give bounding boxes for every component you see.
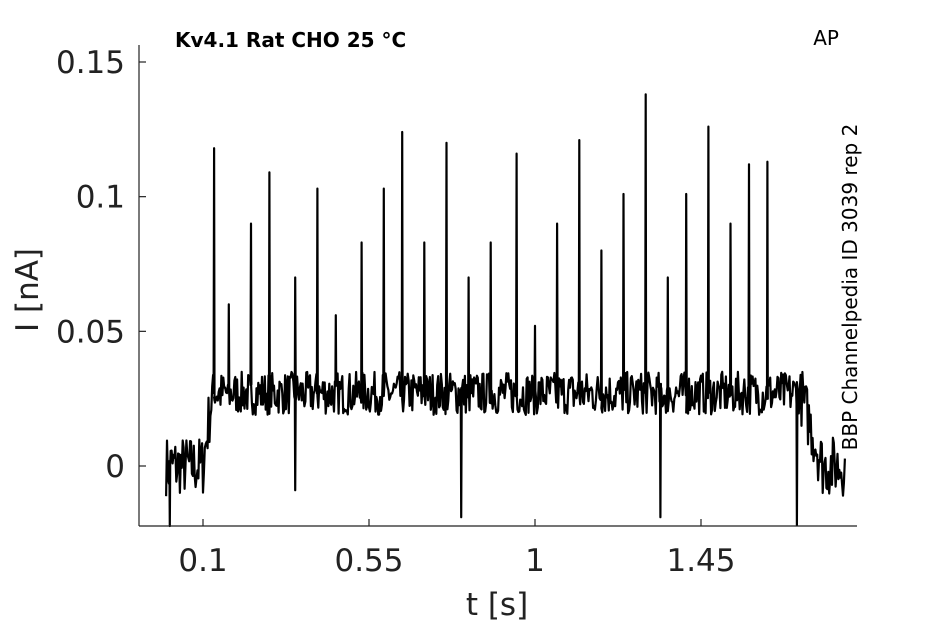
- x-axis-ticks: 0.1 0.55 1 1.45: [178, 519, 736, 579]
- x-tick-label: 0.1: [178, 543, 227, 579]
- side-label: BBP Channelpedia ID 3039 rep 2: [838, 124, 862, 451]
- y-tick-label: 0.05: [56, 314, 125, 350]
- x-axis-label: t [s]: [466, 587, 528, 623]
- x-tick-label: 1.45: [666, 543, 735, 579]
- plot-lines: [165, 93, 846, 528]
- y-axis-ticks: 0 0.05 0.1 0.15: [56, 45, 146, 485]
- x-tick-label: 1: [525, 543, 545, 579]
- x-tick-label: 0.55: [334, 543, 403, 579]
- chart-title: Kv4.1 Rat CHO 25 °C: [175, 28, 406, 52]
- y-tick-label: 0.1: [76, 180, 125, 216]
- corner-label: AP: [813, 26, 839, 50]
- y-tick-label: 0: [105, 449, 125, 485]
- y-axis-label: I [nA]: [10, 248, 46, 332]
- y-tick-label: 0.15: [56, 45, 125, 81]
- current-trace-line: [165, 93, 846, 528]
